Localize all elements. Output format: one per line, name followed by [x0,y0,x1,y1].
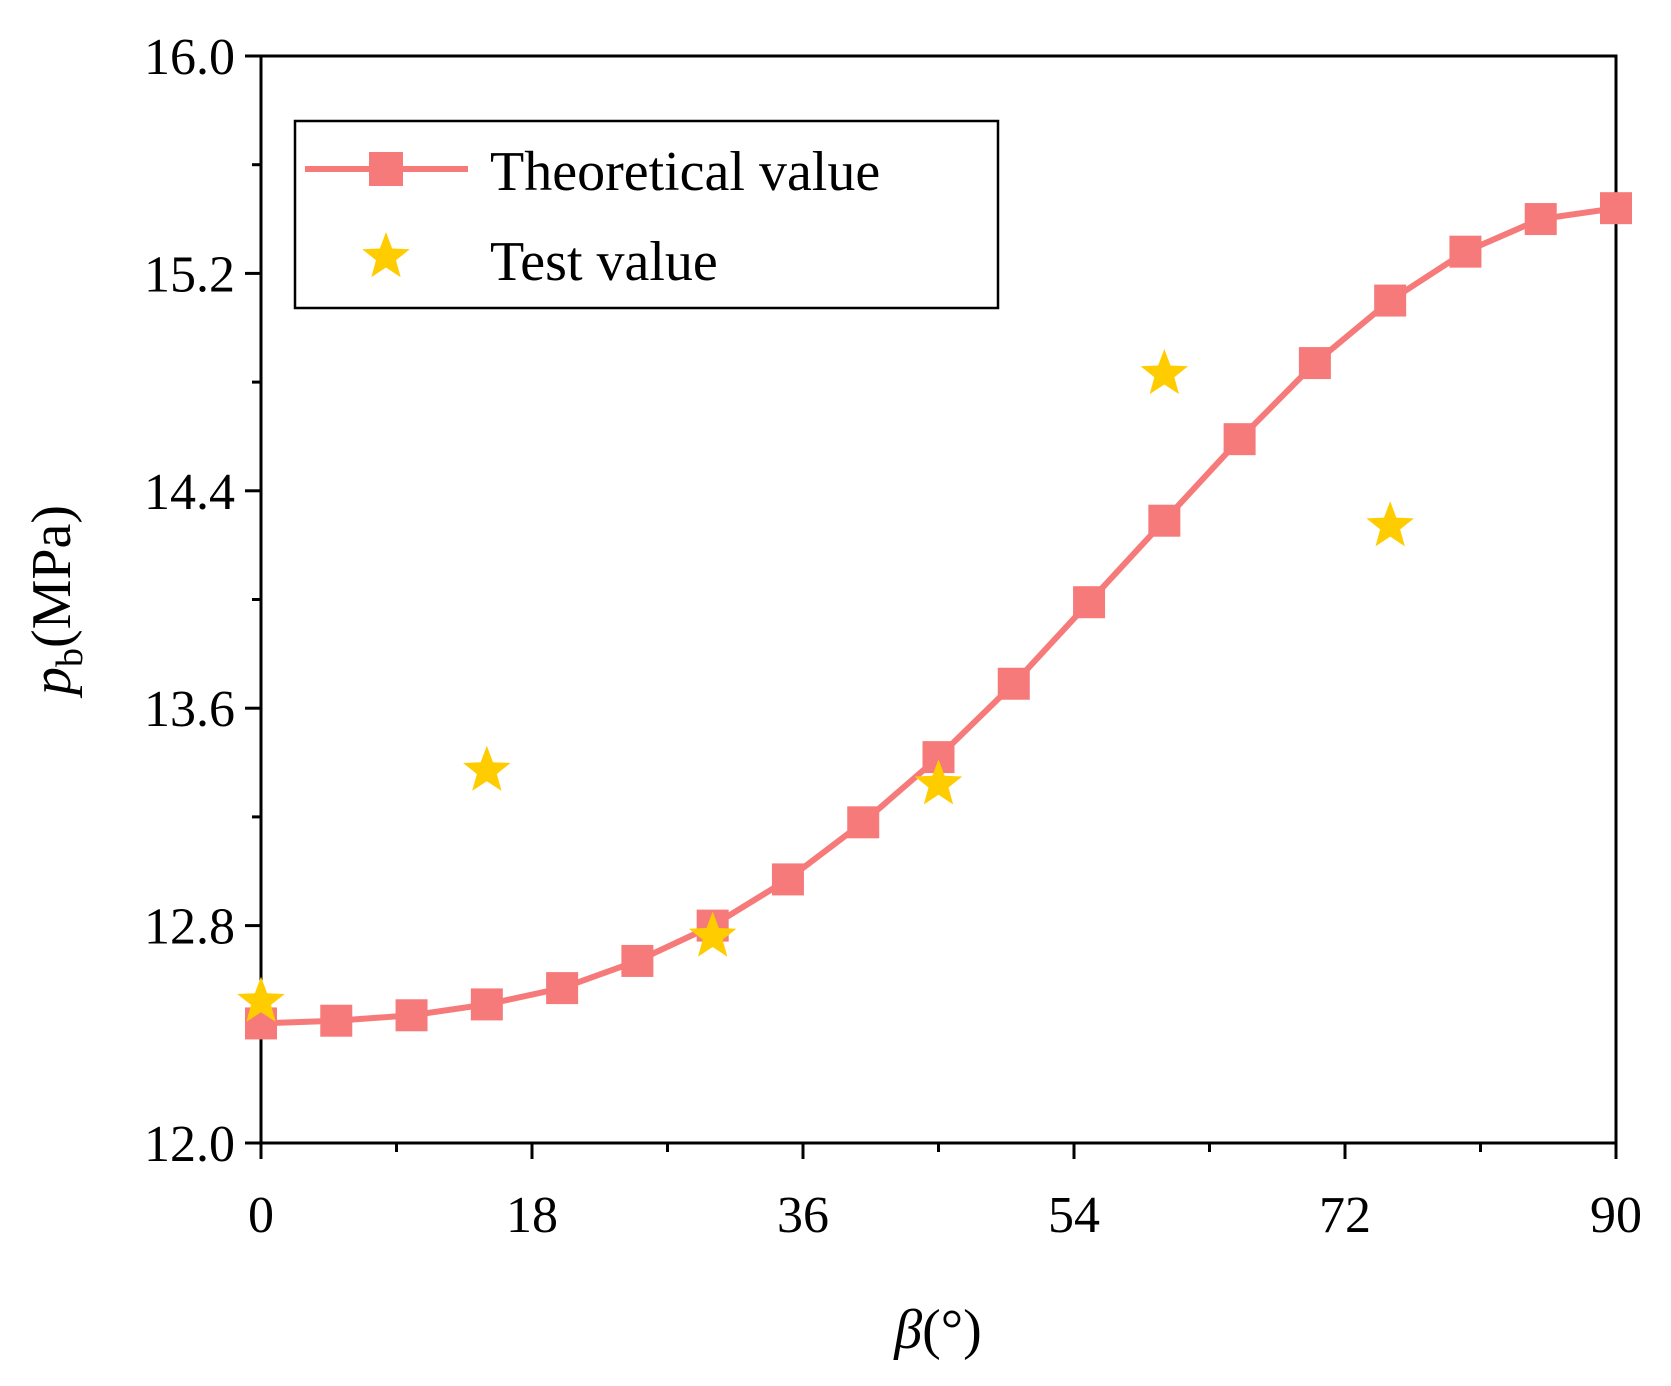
x-axis-label-symbol: β [893,1299,922,1361]
test-point [914,759,963,805]
theoretical-point [771,863,804,896]
legend-label-theoretical: Theoretical value [490,141,880,203]
theoretical-point [997,667,1030,700]
y-tick-label: 12.0 [144,1116,235,1173]
x-tick-label: 36 [777,1187,829,1244]
legend-square-marker [369,152,403,186]
theoretical-point [1298,347,1331,380]
theoretical-point [1524,203,1557,236]
x-tick-labels: 0 18 36 54 72 90 [248,1187,1642,1244]
x-tick-label: 54 [1048,1187,1100,1244]
theoretical-point [621,944,654,977]
x-axis-label-unit: (°) [922,1299,982,1361]
x-tick-label: 72 [1319,1187,1371,1244]
theoretical-point [1449,235,1482,268]
y-axis-label: pb(MPa) [21,505,91,699]
theoretical-point [546,972,579,1005]
test-point [237,976,285,1022]
theoretical-point [1148,504,1181,537]
y-axis-label-unit: (MPa) [21,505,83,648]
theoretical-point [1073,586,1106,619]
test-point [1366,501,1414,547]
legend-box [293,119,1000,310]
legend-label-test: Test value [490,231,718,293]
y-tick-label: 15.2 [144,246,235,303]
theoretical-point [470,988,503,1021]
y-tick-label: 14.4 [144,464,235,521]
x-axis-label: β(°) [893,1299,982,1361]
series-layer [237,192,1632,1040]
theoretical-point [1600,192,1632,225]
y-axis-label-subscript: b [49,648,91,667]
y-axis-label-symbol: p [21,667,83,699]
x-tick-label: 18 [506,1187,558,1244]
test-point [1140,348,1189,395]
test-point [688,911,737,957]
theoretical-point [320,1004,353,1037]
theoretical-point [1223,423,1256,456]
y-tick-label: 16.0 [144,29,235,86]
legend-star-marker [362,232,410,278]
y-tick-label: 12.8 [144,899,235,956]
test-point [463,745,511,791]
theoretical-point [847,806,880,839]
theoretical-series-line [260,205,1617,1027]
x-tick-label: 90 [1590,1187,1642,1244]
y-tick-label: 13.6 [144,681,235,738]
x-tick-label: 0 [248,1187,274,1244]
theoretical-point [1374,284,1407,317]
legend: Theoretical value Test value [293,119,1000,310]
y-tick-labels: 12.0 12.8 13.6 14.4 15.2 16.0 [144,29,235,1173]
theoretical-point [395,999,428,1032]
